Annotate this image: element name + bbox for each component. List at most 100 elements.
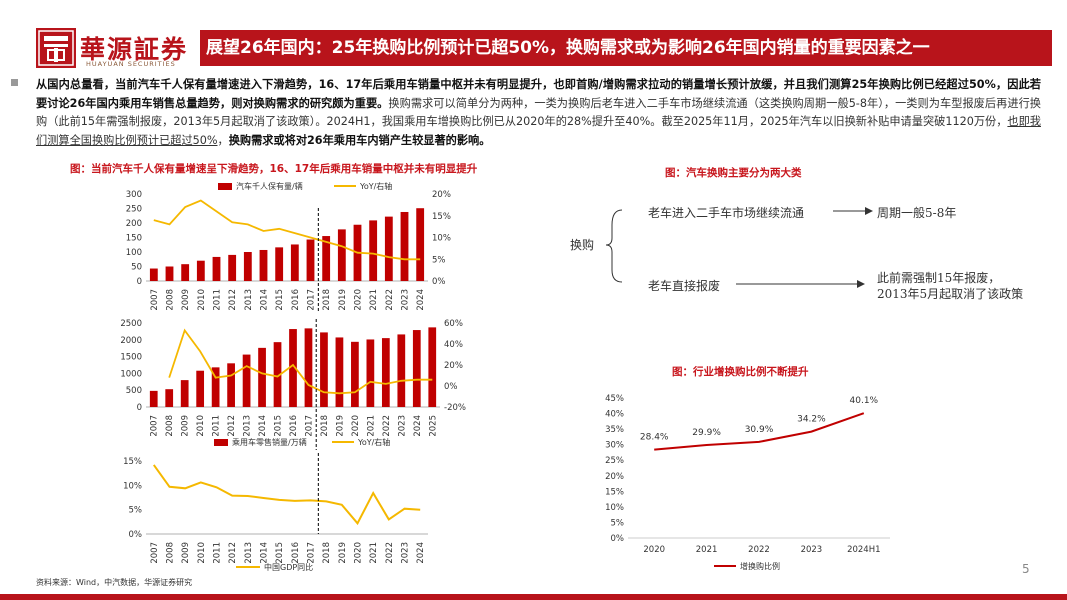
x-tick: 2014	[260, 289, 270, 311]
bar	[196, 370, 205, 407]
yoy-line	[168, 328, 433, 395]
x-tick: 2021	[366, 415, 376, 437]
x-tick: 2010	[197, 542, 207, 564]
flow-brace	[605, 209, 623, 283]
x-tick: 2025	[428, 415, 438, 437]
bar	[416, 208, 425, 281]
para-text-2: 换购需求可以简单分为两种，一类为换购后老车进入二手车市场继续流通（这类换购周期一…	[36, 96, 1041, 129]
x-tick: 2018	[322, 289, 332, 311]
x-tick: 2007	[150, 542, 160, 564]
chart-retail: 0 500 1000 1500 2000 2500 -20% 0% 20% 40% 60% 2007 2…	[120, 319, 466, 450]
x-tick: 2011	[213, 542, 223, 564]
legend-swatch-bar	[218, 183, 232, 190]
x-tick: 2020	[643, 545, 665, 555]
y-tick-right: 10%	[432, 234, 451, 244]
bar	[290, 244, 299, 281]
x-tick: 2014	[260, 542, 270, 564]
para-bold-2: 换购需求或将对26年乘用车内销产生较显著的影响。	[228, 133, 491, 147]
x-tick: 2024H1	[847, 545, 880, 555]
logo-wordmark: 華源証券	[80, 35, 189, 64]
bar	[149, 268, 158, 281]
bar	[242, 354, 251, 407]
y-tick: 30%	[605, 441, 624, 451]
chart-gdp: 0% 5% 10% 15% 2007 2008 2009 2010 2011 2012 2013 20…	[123, 453, 428, 572]
y-tick-left: 250	[126, 205, 142, 215]
x-tick: 2013	[243, 415, 253, 437]
bar	[212, 256, 221, 281]
bar	[227, 363, 235, 407]
x-tick: 2015	[275, 542, 285, 564]
x-tick: 2021	[696, 545, 718, 555]
page-number: 5	[1022, 562, 1030, 576]
x-tick: 2021	[369, 289, 379, 311]
x-tick: 2023	[401, 289, 411, 311]
bar	[258, 347, 266, 407]
bar	[275, 247, 284, 281]
data-label: 28.4%	[640, 433, 669, 443]
y-tick-right: 20%	[432, 190, 451, 200]
caption-line: 图：行业增换购比例不断提升	[672, 366, 809, 378]
x-tick: 2019	[335, 415, 345, 437]
bar	[196, 260, 205, 281]
x-tick: 2024	[413, 415, 423, 437]
x-tick: 2021	[369, 542, 379, 564]
x-tick: 2017	[307, 542, 317, 564]
bar	[381, 338, 390, 407]
bar	[180, 380, 189, 407]
y-tick: 0%	[611, 534, 625, 544]
y-tick-right: 40%	[444, 340, 463, 350]
legend-label-line: 增换购比例	[740, 561, 780, 571]
bar	[259, 249, 268, 281]
x-tick: 2009	[181, 415, 191, 437]
data-label: 40.1%	[850, 396, 879, 406]
x-tick: 2024	[416, 289, 426, 311]
y-tick-left: 200	[126, 219, 142, 229]
y-tick-right: 15%	[432, 212, 451, 222]
para-text-3: ，	[217, 133, 229, 147]
bar	[149, 390, 158, 407]
flow-result-2b: 2013年5月起取消了该政策	[877, 287, 1024, 301]
y-tick-left: 50	[131, 263, 142, 273]
y-tick-left: 0	[137, 277, 142, 287]
x-tick: 2022	[382, 415, 392, 437]
y-tick-left: 2500	[120, 319, 142, 329]
bar	[211, 367, 220, 407]
para-underline: 也即我们测算全国换购比例预计已超过50%	[36, 115, 1041, 147]
x-tick: 2013	[244, 289, 254, 311]
flow-diagram-lines	[605, 207, 873, 288]
x-tick: 2022	[748, 545, 770, 555]
bar	[273, 342, 282, 407]
x-tick: 2012	[228, 542, 238, 564]
x-tick: 2012	[227, 415, 237, 437]
y-tick-left: 100	[126, 248, 142, 258]
data-label: 29.9%	[692, 428, 721, 438]
bar	[320, 332, 328, 407]
source-note: 资料来源：Wind，中汽数据，华源证券研究	[36, 578, 193, 587]
y-tick: 5%	[129, 506, 143, 516]
body-paragraph: 从国内总量看，当前汽车千人保有量增速进入下滑趋势，16、17年后乘用车销量中枢并…	[36, 76, 1041, 150]
bottom-bar	[0, 594, 1067, 600]
data-label: 34.2%	[797, 415, 826, 425]
y-tick: 25%	[605, 456, 624, 466]
bar	[412, 330, 421, 407]
y-tick: 35%	[605, 425, 624, 435]
x-tick: 2008	[166, 289, 176, 311]
bar	[335, 337, 344, 407]
y-tick-left: 1500	[120, 353, 142, 363]
y-tick-right: 0%	[444, 382, 458, 392]
x-tick: 2010	[196, 415, 206, 437]
y-tick: 20%	[605, 472, 624, 482]
legend-label-line: YoY/右轴	[357, 437, 390, 447]
bar	[289, 329, 297, 407]
legend-label-line: 中国GDP同比	[264, 562, 313, 572]
y-tick-right: 60%	[444, 319, 463, 329]
x-tick: 2011	[212, 415, 222, 437]
flow-root: 换购	[570, 238, 595, 252]
legend-label-bar: 汽车千人保有量/辆	[236, 181, 303, 191]
bar	[322, 236, 331, 281]
caption-flow: 图：汽车换购主要分为两大类	[665, 167, 802, 179]
legend-swatch-bar	[214, 439, 228, 446]
bar	[181, 264, 190, 281]
y-tick: 40%	[605, 410, 624, 420]
x-tick: 2016	[291, 542, 301, 564]
